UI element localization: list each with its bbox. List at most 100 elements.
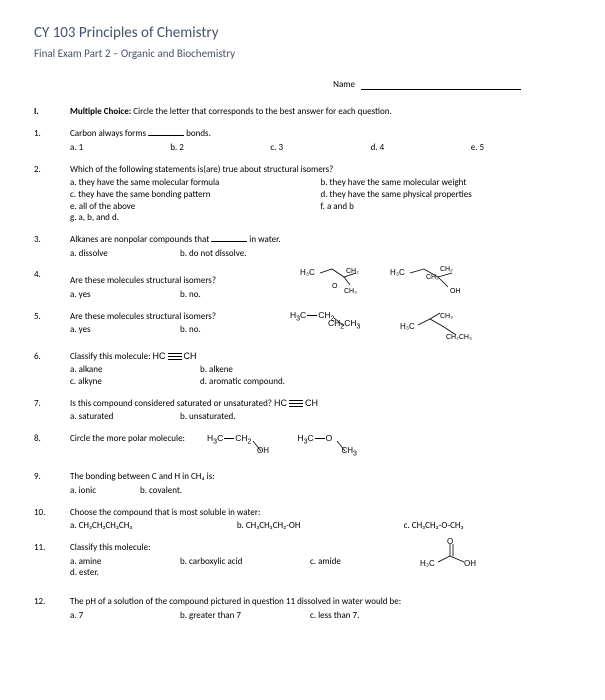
- q3-opt-a[interactable]: a. dissolve: [70, 248, 180, 260]
- q1-stem-b: bonds.: [184, 128, 211, 139]
- q2-opt-c[interactable]: c. they have the same bonding pattern: [70, 189, 321, 201]
- q10-opt-b[interactable]: b. CH₃CH₂CH₂-OH: [237, 520, 404, 532]
- name-field-row: Name: [34, 79, 571, 91]
- question-10: 10. Choose the compound that is most sol…: [34, 507, 571, 532]
- q11-opt-c[interactable]: c. amide: [310, 556, 410, 568]
- q11-opt-a[interactable]: a. amine: [70, 556, 180, 568]
- q9-stem: The bonding between C and H in CH₄ is:: [70, 471, 571, 483]
- q12-opt-c[interactable]: c. less than 7.: [310, 610, 359, 622]
- q6-opt-d[interactable]: d. aromatic compound.: [200, 376, 330, 388]
- q6-structure: HCCH: [153, 351, 197, 361]
- name-blank-line[interactable]: [361, 89, 521, 90]
- svg-text:OH: OH: [464, 559, 476, 568]
- q4-structure-1: H₃C O CH₂ CH₃: [300, 265, 370, 295]
- section-instruction: Circle the letter that corresponds to th…: [131, 106, 392, 117]
- q3-number: 3.: [34, 234, 70, 259]
- svg-text:H₃C: H₃C: [420, 559, 435, 568]
- q4-structure-2: H₃C CH₂ CH₂ OH: [390, 265, 470, 295]
- q4-opt-a[interactable]: a. yes: [70, 289, 180, 301]
- q4-opt-b[interactable]: b. no.: [180, 289, 201, 301]
- q4-number: 4.: [34, 269, 70, 300]
- q2-opt-d[interactable]: d. they have the same physical propertie…: [321, 189, 572, 201]
- q5-structure-1: H3CCH2 CH2CH3: [290, 311, 360, 328]
- svg-text:OH: OH: [450, 288, 461, 295]
- svg-text:CH₂: CH₂: [426, 274, 439, 281]
- q10-number: 10.: [34, 507, 70, 532]
- q6-stem: Classify this molecule:: [70, 351, 153, 362]
- section-label: Multiple Choice:: [70, 106, 131, 117]
- name-label: Name: [333, 79, 355, 90]
- q9-opt-a[interactable]: a. ionic: [70, 485, 140, 497]
- q12-opt-b[interactable]: b. greater than 7: [180, 610, 310, 622]
- svg-text:H₃C: H₃C: [300, 268, 315, 277]
- q3-stem-a: Alkanes are nonpolar compounds that: [70, 234, 211, 245]
- svg-text:CH₂: CH₂: [440, 266, 453, 273]
- question-11: 11. Classify this molecule: a. amine b. …: [34, 542, 571, 586]
- q11-opt-b[interactable]: b. carboxylic acid: [180, 556, 310, 568]
- q2-number: 2.: [34, 164, 70, 224]
- q7-opt-b[interactable]: b. unsaturated.: [180, 411, 236, 423]
- section-number: I.: [34, 106, 70, 118]
- q2-opt-f[interactable]: f. a and b: [321, 201, 572, 213]
- q7-stem: Is this compound considered saturated or…: [70, 398, 274, 409]
- question-1: 1. Carbon always forms bonds. a. 1 b. 2 …: [34, 128, 571, 153]
- q8-structure-2[interactable]: H3CO CH3: [297, 434, 332, 443]
- q1-opt-e[interactable]: e. 5: [471, 142, 571, 154]
- q9-opt-b[interactable]: b. covalent.: [140, 485, 182, 497]
- q5-opt-a[interactable]: a. yes: [70, 324, 180, 336]
- svg-text:O: O: [447, 538, 453, 546]
- q10-opt-a[interactable]: a. CH₃CH₂CH₂CH₃: [70, 520, 237, 532]
- q1-opt-b[interactable]: b. 2: [170, 142, 270, 154]
- q5-number: 5.: [34, 311, 70, 341]
- q7-number: 7.: [34, 398, 70, 423]
- q9-number: 9.: [34, 471, 70, 496]
- q6-opt-a[interactable]: a. alkane: [70, 364, 200, 376]
- q3-stem-b: in water.: [247, 234, 280, 245]
- q11-stem: Classify this molecule:: [70, 542, 571, 554]
- q2-stem: Which of the following statements is(are…: [70, 164, 571, 176]
- q8-structure-1[interactable]: H3CCH2 OH: [207, 434, 251, 443]
- q1-stem-a: Carbon always forms: [70, 128, 148, 139]
- q7-opt-a[interactable]: a. saturated: [70, 411, 180, 423]
- q12-opt-a[interactable]: a. 7: [70, 610, 180, 622]
- q10-stem: Choose the compound that is most soluble…: [70, 507, 571, 519]
- q1-number: 1.: [34, 128, 70, 153]
- q11-structure: O H₃C OH: [420, 538, 480, 574]
- q1-blank[interactable]: [148, 135, 184, 136]
- question-5: 5. Are these molecules structural isomer…: [34, 311, 571, 341]
- svg-text:CH₂CH₃: CH₂CH₃: [446, 334, 472, 341]
- q6-opt-c[interactable]: c. alkyne: [70, 376, 200, 388]
- q12-number: 12.: [34, 596, 70, 621]
- q2-opt-g[interactable]: g. a, b, and d.: [70, 212, 321, 224]
- q5-structure-2: CH₃ H₃C CH₂CH₃: [400, 309, 480, 341]
- q3-opt-b[interactable]: b. do not dissolve.: [180, 248, 246, 260]
- q2-opt-e[interactable]: e. all of the above: [70, 201, 321, 213]
- q11-opt-d[interactable]: d. ester.: [70, 567, 99, 579]
- q3-blank[interactable]: [211, 241, 247, 242]
- q1-opt-c[interactable]: c. 3: [270, 142, 370, 154]
- q1-opt-d[interactable]: d. 4: [371, 142, 471, 154]
- q6-opt-b[interactable]: b. alkene: [200, 364, 330, 376]
- svg-text:H₃C: H₃C: [400, 322, 415, 331]
- svg-text:CH₂: CH₂: [346, 268, 359, 275]
- svg-text:O: O: [332, 283, 338, 290]
- question-3: 3. Alkanes are nonpolar compounds that i…: [34, 234, 571, 259]
- question-12: 12. The pH of a solution of the compound…: [34, 596, 571, 621]
- exam-subtitle: Final Exam Part 2 – Organic and Biochemi…: [34, 47, 571, 61]
- q2-opt-b[interactable]: b. they have the same molecular weight: [321, 177, 572, 189]
- q5-opt-b[interactable]: b. no.: [180, 324, 201, 336]
- q6-number: 6.: [34, 351, 70, 388]
- q11-number: 11.: [34, 542, 70, 586]
- question-6: 6. Classify this molecule: HCCH a. alkan…: [34, 351, 571, 388]
- question-9: 9. The bonding between C and H in CH₄ is…: [34, 471, 571, 496]
- question-7: 7. Is this compound considered saturated…: [34, 398, 571, 423]
- q10-opt-c[interactable]: c. CH₃CH₂-O-CH₃: [404, 520, 571, 532]
- q12-stem: The pH of a solution of the compound pic…: [70, 596, 571, 608]
- question-8: 8. Circle the more polar molecule: H3CCH…: [34, 433, 571, 461]
- question-4: 4. Are these molecules structural isomer…: [34, 269, 571, 300]
- q7-structure: HCCH: [274, 398, 318, 408]
- course-title: CY 103 Principles of Chemistry: [34, 24, 571, 44]
- q1-opt-a[interactable]: a. 1: [70, 142, 170, 154]
- svg-text:CH₃: CH₃: [344, 288, 357, 295]
- q2-opt-a[interactable]: a. they have the same molecular formula: [70, 177, 321, 189]
